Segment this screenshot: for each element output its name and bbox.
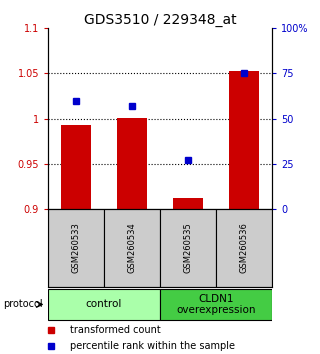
Text: GSM260533: GSM260533 <box>71 222 81 273</box>
Title: GDS3510 / 229348_at: GDS3510 / 229348_at <box>84 13 236 27</box>
Bar <box>116 118 148 209</box>
Text: GSM260536: GSM260536 <box>239 222 249 273</box>
Text: protocol: protocol <box>3 299 43 309</box>
Text: GSM260534: GSM260534 <box>127 222 137 273</box>
Text: GSM260535: GSM260535 <box>183 222 193 273</box>
Bar <box>160 289 272 320</box>
Text: control: control <box>86 299 122 309</box>
Bar <box>228 71 260 209</box>
Text: percentile rank within the sample: percentile rank within the sample <box>70 341 236 351</box>
Bar <box>48 209 104 287</box>
Bar <box>172 198 204 209</box>
Bar <box>160 209 216 287</box>
Bar <box>60 125 92 209</box>
Bar <box>104 209 160 287</box>
Bar <box>216 209 272 287</box>
Text: CLDN1
overexpression: CLDN1 overexpression <box>176 293 256 315</box>
Text: transformed count: transformed count <box>70 325 161 335</box>
Bar <box>48 289 160 320</box>
